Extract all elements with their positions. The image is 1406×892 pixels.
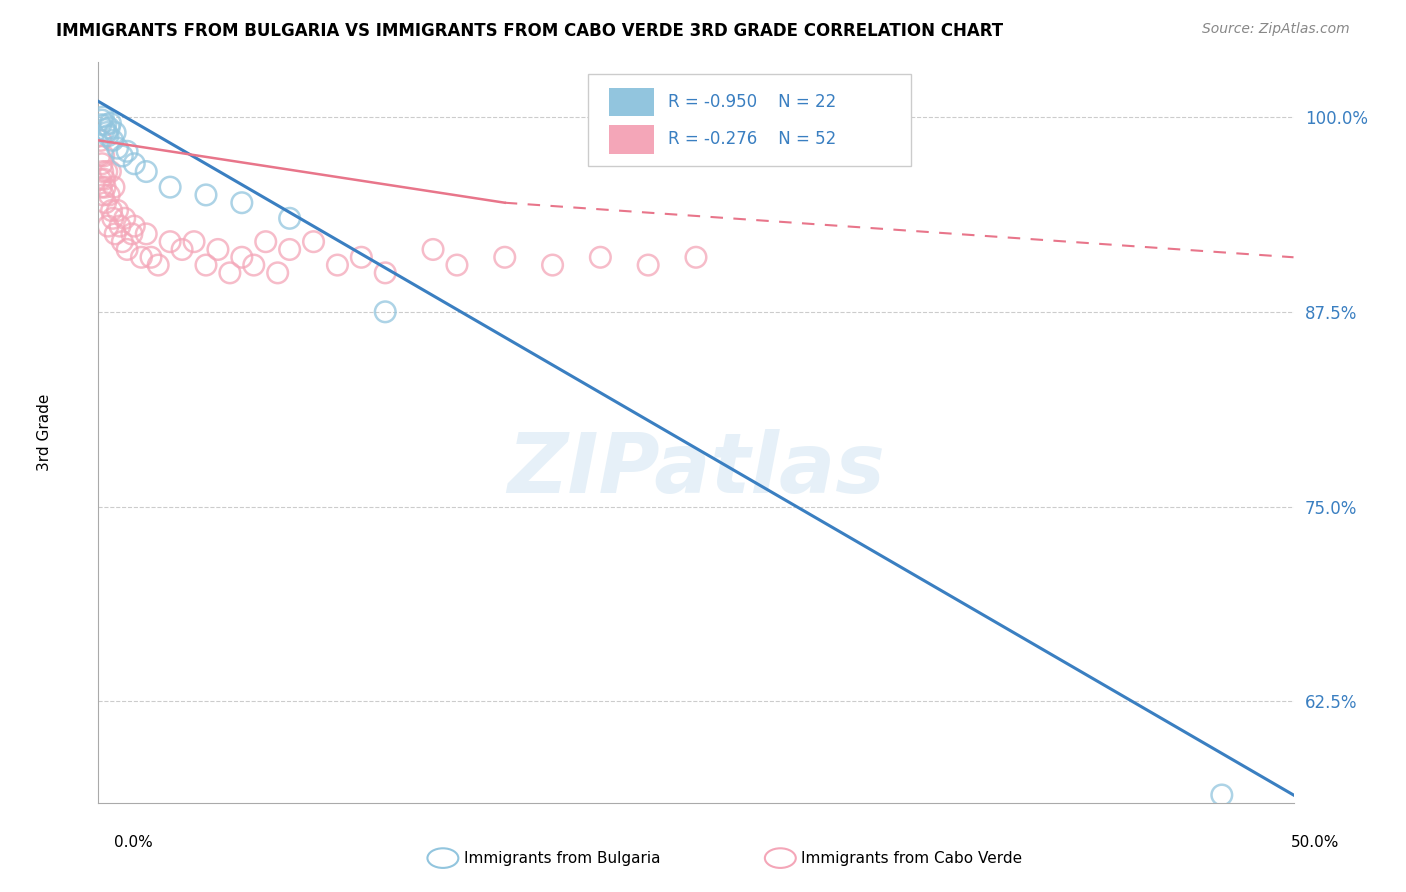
Point [90,118,112,132]
Point [172,243,194,257]
Text: Source: ZipAtlas.com: Source: ZipAtlas.com [1202,22,1350,37]
Point [446,258,468,272]
Point [104,126,127,140]
Point [139,250,162,264]
Point [195,258,218,272]
Point [104,227,127,241]
Point [124,219,146,233]
Point [115,243,138,257]
Point [103,180,125,194]
Point [98,116,122,130]
Point [97,219,120,233]
Point [183,235,205,249]
Point [374,305,396,319]
Point [1211,788,1233,802]
Text: Immigrants from Bulgaria: Immigrants from Bulgaria [464,851,661,865]
Point [90,133,112,147]
Point [115,145,138,159]
FancyBboxPatch shape [609,88,654,117]
Point [111,149,134,163]
Point [637,258,659,272]
FancyBboxPatch shape [589,73,911,166]
Point [422,243,444,257]
Point [94,195,117,210]
Point [91,164,114,178]
Point [159,180,181,194]
Point [195,188,218,202]
Text: R = -0.276    N = 52: R = -0.276 N = 52 [668,130,837,148]
Point [98,164,122,178]
FancyBboxPatch shape [609,126,654,153]
Point [302,235,325,249]
Point [93,172,115,186]
Point [207,243,229,257]
Point [148,258,170,272]
Point [159,235,181,249]
Point [114,211,136,226]
Text: ZIPatlas: ZIPatlas [508,429,884,510]
Point [101,211,124,226]
Point [254,235,277,249]
Point [685,250,707,264]
Text: R = -0.950    N = 22: R = -0.950 N = 22 [668,94,837,112]
Point [98,120,121,135]
Point [278,211,301,226]
Point [131,250,153,264]
Point [135,164,157,178]
Point [494,250,516,264]
Point [96,164,118,178]
Text: 0.0%: 0.0% [114,836,153,850]
Point [100,203,122,218]
Point [243,258,266,272]
Point [350,250,373,264]
Point [89,172,111,186]
Point [91,157,114,171]
Point [541,258,564,272]
Point [231,250,253,264]
Text: 3rd Grade: 3rd Grade [37,394,52,471]
Text: 50.0%: 50.0% [1291,836,1339,850]
Point [91,113,114,128]
Point [101,133,124,147]
Point [278,243,301,257]
Text: IMMIGRANTS FROM BULGARIA VS IMMIGRANTS FROM CABO VERDE 3RD GRADE CORRELATION CHA: IMMIGRANTS FROM BULGARIA VS IMMIGRANTS F… [56,22,1004,40]
Point [374,266,396,280]
Point [589,250,612,264]
Text: Immigrants from Cabo Verde: Immigrants from Cabo Verde [801,851,1022,865]
Point [326,258,349,272]
Point [91,110,114,124]
Point [124,157,146,171]
Point [111,235,134,249]
Point [89,149,111,163]
Point [267,266,290,280]
Point [90,180,112,194]
Point [98,188,121,202]
Point [108,219,131,233]
Point [231,195,253,210]
Point [121,227,143,241]
Point [107,141,129,155]
Point [219,266,242,280]
Point [94,118,117,132]
Point [135,227,157,241]
Point [97,128,120,143]
Point [107,203,129,218]
Point [91,188,114,202]
Point [96,126,118,140]
Point [94,180,117,194]
Point [93,149,115,163]
Point [93,122,115,136]
